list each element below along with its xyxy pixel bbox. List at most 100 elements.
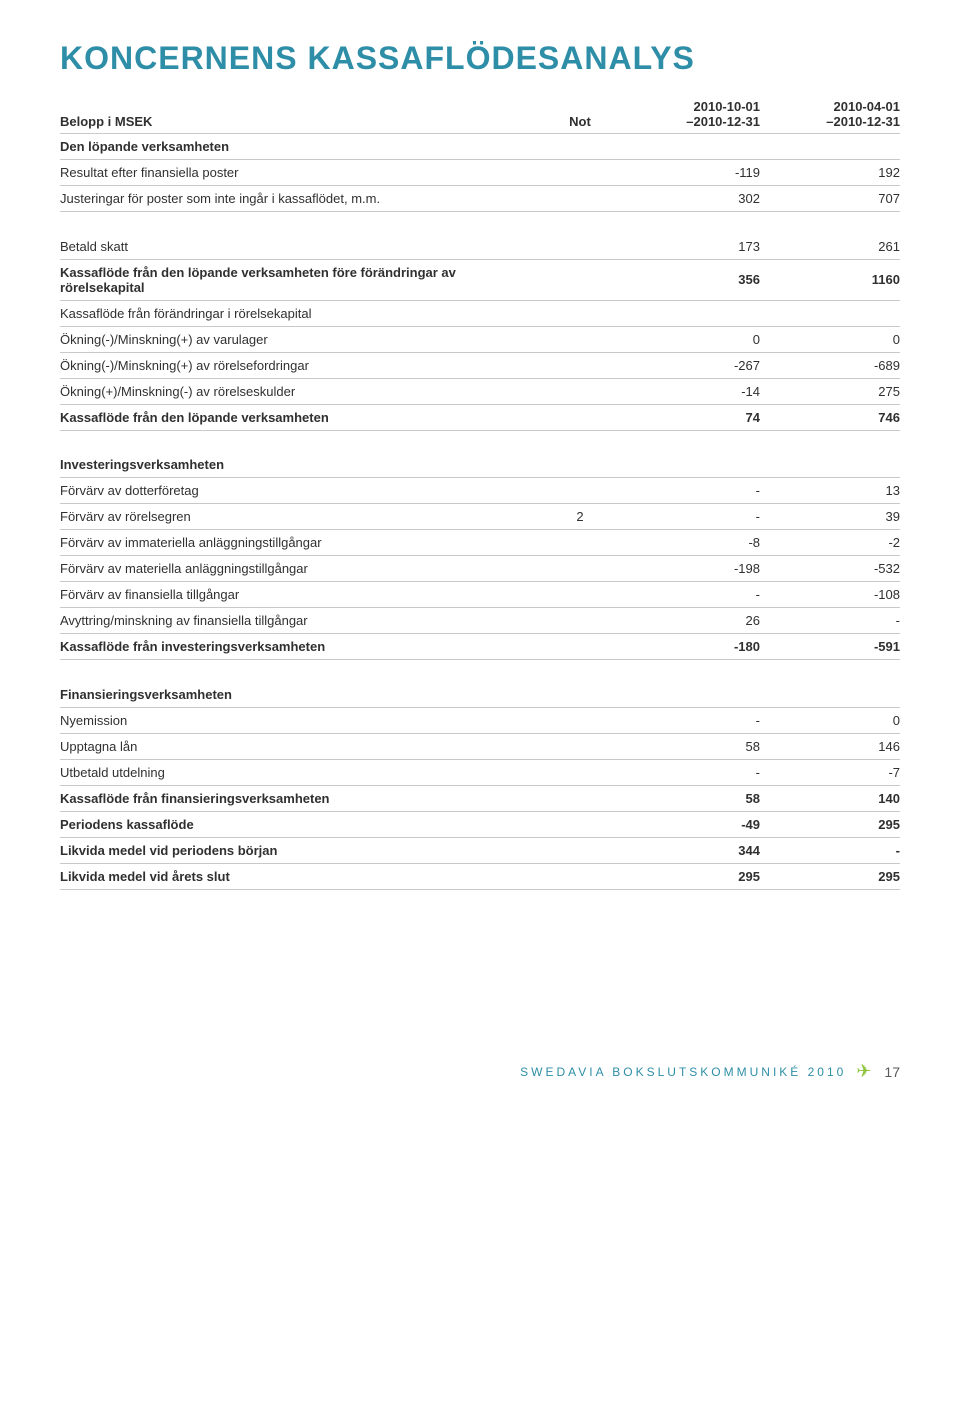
row-label: Avyttring/minskning av finansiella tillg… [60,608,540,634]
row-label: Resultat efter finansiella poster [60,160,540,186]
row-value-2: 0 [760,326,900,352]
header-col-2a: 2010-04-01 [834,99,901,114]
row-value-2: 192 [760,160,900,186]
row-value-1: 74 [620,404,760,430]
row-note [540,478,620,504]
row-value-1: -198 [620,556,760,582]
row-note [540,530,620,556]
row-note [540,300,620,326]
table-row: Kassaflöde från förändringar i rörelseka… [60,300,900,326]
table-row: Nyemission-0 [60,707,900,733]
row-value-2: 707 [760,186,900,212]
row-value-2: - [760,837,900,863]
header-note: Not [540,95,620,134]
row-value-1: 344 [620,837,760,863]
row-value-1: - [620,759,760,785]
row-value-1: 0 [620,326,760,352]
row-note [540,733,620,759]
table-row: Förvärv av finansiella tillgångar--108 [60,582,900,608]
row-note [540,608,620,634]
row-note [540,785,620,811]
row-value-1: 295 [620,863,760,889]
row-value-2: -108 [760,582,900,608]
row-note [540,863,620,889]
row-value-2: 39 [760,504,900,530]
row-value-1: 302 [620,186,760,212]
row-note [540,378,620,404]
table-row: Kassaflöde från finansieringsverksamhete… [60,785,900,811]
footer-text: SWEDAVIA BOKSLUTSKOMMUNIKÉ 2010 [520,1065,846,1079]
row-label: Kassaflöde från förändringar i rörelseka… [60,300,540,326]
row-label: Kassaflöde från finansieringsverksamhete… [60,785,540,811]
row-note [540,759,620,785]
row-value-2: -2 [760,530,900,556]
row-value-1: 58 [620,733,760,759]
header-col-2: 2010-04-01 –2010-12-31 [760,95,900,134]
page-title: KONCERNENS KASSAFLÖDESANALYS [60,40,900,77]
row-note [540,259,620,300]
row-value-1: 173 [620,234,760,260]
row-label: Betald skatt [60,234,540,260]
row-value-2: -591 [760,634,900,660]
header-col-2b: –2010-12-31 [826,114,900,129]
section-title: Investeringsverksamheten [60,452,900,478]
row-note [540,707,620,733]
row-value-1: 26 [620,608,760,634]
row-label: Kassaflöde från investeringsverksamheten [60,634,540,660]
table-row: Ökning(-)/Minskning(+) av rörelsefordrin… [60,352,900,378]
row-note [540,186,620,212]
table-row: Utbetald utdelning--7 [60,759,900,785]
header-label: Belopp i MSEK [60,95,540,134]
row-value-2: 1160 [760,259,900,300]
row-note [540,811,620,837]
row-value-1: -14 [620,378,760,404]
row-value-1: -267 [620,352,760,378]
row-note [540,326,620,352]
row-value-1: 58 [620,785,760,811]
row-label: Förvärv av immateriella anläggningstillg… [60,530,540,556]
table-row: Kassaflöde från den löpande verksamheten… [60,259,900,300]
header-col-1: 2010-10-01 –2010-12-31 [620,95,760,134]
row-label: Förvärv av rörelsegren [60,504,540,530]
table-row: Likvida medel vid årets slut 295295 [60,863,900,889]
row-value-2: 140 [760,785,900,811]
row-note [540,234,620,260]
section-title: Den löpande verksamheten [60,134,900,160]
row-value-2: -532 [760,556,900,582]
row-value-2 [760,300,900,326]
row-note [540,352,620,378]
row-value-2: 295 [760,863,900,889]
table-row: Justeringar för poster som inte ingår i … [60,186,900,212]
page-number: 17 [884,1064,900,1080]
table-row: Förvärv av immateriella anläggningstillg… [60,530,900,556]
table-row: Kassaflöde från investeringsverksamheten… [60,634,900,660]
row-label: Likvida medel vid årets slut [60,863,540,889]
row-note [540,634,620,660]
row-label: Upptagna lån [60,733,540,759]
table-row: Avyttring/minskning av finansiella tillg… [60,608,900,634]
table-row: Ökning(-)/Minskning(+) av varulager00 [60,326,900,352]
row-value-2: 0 [760,707,900,733]
header-col-1a: 2010-10-01 [694,99,761,114]
row-value-2: 275 [760,378,900,404]
row-value-1: - [620,582,760,608]
row-value-2: 146 [760,733,900,759]
table-row: Betald skatt 173261 [60,234,900,260]
row-label: Förvärv av materiella anläggningstillgån… [60,556,540,582]
section-title: Finansieringsverksamheten [60,682,900,708]
row-value-2: 261 [760,234,900,260]
row-label: Likvida medel vid periodens början [60,837,540,863]
row-value-2: 295 [760,811,900,837]
row-value-1: -119 [620,160,760,186]
row-value-1: 356 [620,259,760,300]
row-note [540,556,620,582]
row-note [540,404,620,430]
row-value-1: -49 [620,811,760,837]
table-row: Förvärv av dotterföretag-13 [60,478,900,504]
row-value-1: - [620,707,760,733]
row-label: Justeringar för poster som inte ingår i … [60,186,540,212]
table-row: Likvida medel vid periodens början 344- [60,837,900,863]
row-note [540,837,620,863]
row-label: Förvärv av dotterföretag [60,478,540,504]
header-col-1b: –2010-12-31 [686,114,760,129]
